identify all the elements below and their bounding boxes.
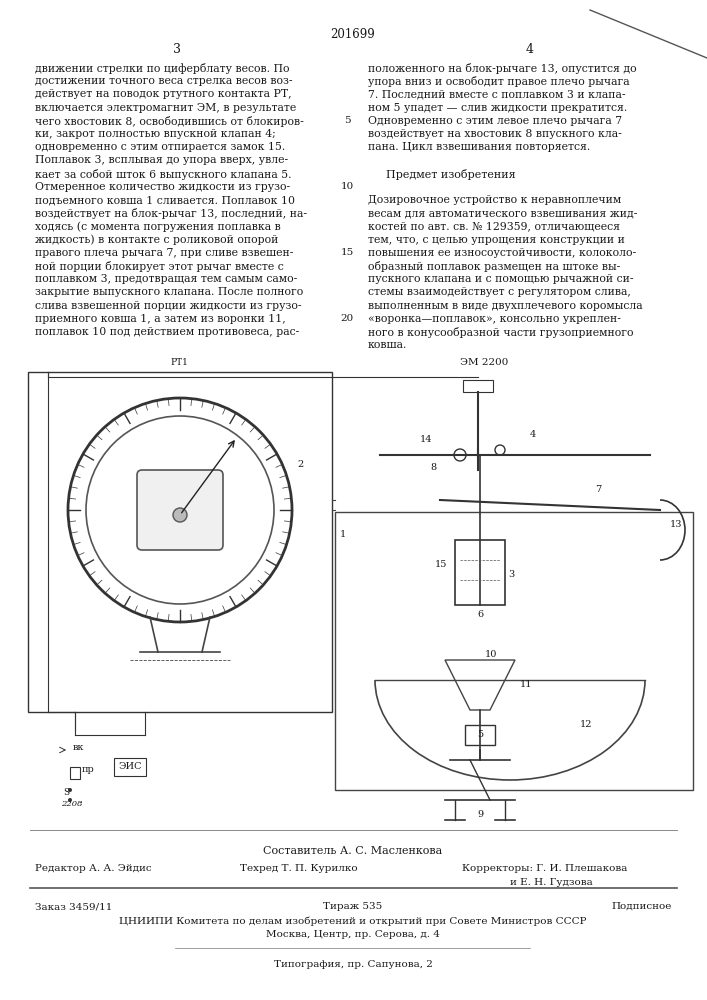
Text: действует на поводок ртутного контакта РТ,: действует на поводок ртутного контакта Р… bbox=[35, 89, 291, 99]
Circle shape bbox=[68, 798, 72, 802]
Circle shape bbox=[173, 508, 187, 522]
Text: 15: 15 bbox=[435, 560, 448, 569]
Text: 1: 1 bbox=[340, 530, 346, 539]
Text: ной порции блокирует этот рычаг вместе с: ной порции блокирует этот рычаг вместе с bbox=[35, 261, 284, 272]
Text: 8: 8 bbox=[430, 463, 436, 472]
Text: правого плеча рычага 7, при сливе взвешен-: правого плеча рычага 7, при сливе взвеше… bbox=[35, 248, 293, 258]
Text: ЭИС: ЭИС bbox=[118, 762, 141, 771]
Text: вк: вк bbox=[73, 743, 85, 752]
Circle shape bbox=[68, 788, 72, 792]
Text: 6: 6 bbox=[477, 610, 483, 619]
Text: РТ1: РТ1 bbox=[170, 358, 188, 367]
Text: 15: 15 bbox=[340, 248, 354, 257]
Text: 20: 20 bbox=[340, 314, 354, 323]
Bar bbox=[335, 512, 693, 790]
Text: 11: 11 bbox=[520, 680, 532, 689]
Text: ЦНИИПИ Комитета по делам изобретений и открытий при Совете Министров СССР: ЦНИИПИ Комитета по делам изобретений и о… bbox=[119, 916, 587, 926]
Text: 7: 7 bbox=[595, 485, 601, 494]
Text: Техред Т. П. Курилко: Техред Т. П. Курилко bbox=[240, 864, 358, 873]
Text: 3: 3 bbox=[173, 43, 181, 56]
Text: ковша.: ковша. bbox=[368, 340, 407, 350]
Bar bbox=[463, 380, 493, 392]
Text: образный поплавок размещен на штоке вы-: образный поплавок размещен на штоке вы- bbox=[368, 261, 620, 272]
Text: 13: 13 bbox=[670, 520, 682, 529]
Text: весам для автоматического взвешивания жид-: весам для автоматического взвешивания жи… bbox=[368, 208, 638, 218]
Text: Одновременно с этим левое плечо рычага 7: Одновременно с этим левое плечо рычага 7 bbox=[368, 116, 622, 126]
Text: слива взвешенной порции жидкости из грузо-: слива взвешенной порции жидкости из груз… bbox=[35, 301, 301, 311]
Text: 10: 10 bbox=[485, 650, 498, 659]
Text: повышения ее износоустойчивости, колоколо-: повышения ее износоустойчивости, колокол… bbox=[368, 248, 636, 258]
Text: ходясь (с момента погружения поплавка в: ходясь (с момента погружения поплавка в bbox=[35, 221, 281, 232]
Text: Предмет изобретения: Предмет изобретения bbox=[386, 169, 516, 180]
Text: 14: 14 bbox=[420, 435, 433, 444]
Text: 2208: 2208 bbox=[61, 800, 83, 808]
Text: поплавком 3, предотвращая тем самым само-: поплавком 3, предотвращая тем самым само… bbox=[35, 274, 297, 284]
FancyBboxPatch shape bbox=[137, 470, 223, 550]
Text: Тираж 535: Тираж 535 bbox=[323, 902, 382, 911]
Text: 5: 5 bbox=[477, 730, 483, 739]
Text: жидкость) в контакте с роликовой опорой: жидкость) в контакте с роликовой опорой bbox=[35, 235, 279, 245]
Text: воздействует на хвостовик 8 впускного кла-: воздействует на хвостовик 8 впускного кл… bbox=[368, 129, 621, 139]
Text: 12: 12 bbox=[580, 720, 592, 729]
Text: движении стрелки по циферблату весов. По: движении стрелки по циферблату весов. По bbox=[35, 63, 289, 74]
Text: чего хвостовик 8, освободившись от блокиров-: чего хвостовик 8, освободившись от блоки… bbox=[35, 116, 304, 127]
Text: пускного клапана и с помощью рычажной си-: пускного клапана и с помощью рычажной си… bbox=[368, 274, 633, 284]
Text: пр: пр bbox=[82, 765, 95, 774]
Text: 201699: 201699 bbox=[331, 28, 375, 41]
Text: 2: 2 bbox=[297, 460, 303, 469]
Bar bbox=[70, 767, 80, 779]
Text: ЭМ 2200: ЭМ 2200 bbox=[460, 358, 508, 367]
Bar bbox=[28, 372, 332, 712]
Text: выполненным в виде двухплечевого коромысла: выполненным в виде двухплечевого коромыс… bbox=[368, 301, 643, 311]
Text: кает за собой шток 6 выпускного клапана 5.: кает за собой шток 6 выпускного клапана … bbox=[35, 169, 291, 180]
Text: Отмеренное количество жидкости из грузо-: Отмеренное количество жидкости из грузо- bbox=[35, 182, 290, 192]
Text: 3: 3 bbox=[508, 570, 514, 579]
Text: Дозировочное устройство к неравноплечим: Дозировочное устройство к неравноплечим bbox=[368, 195, 621, 205]
Text: 9: 9 bbox=[477, 810, 483, 819]
Text: и Е. Н. Гудзова: и Е. Н. Гудзова bbox=[510, 878, 592, 887]
Text: Редактор А. А. Эйдис: Редактор А. А. Эйдис bbox=[35, 864, 151, 873]
Text: включается электромагнит ЭМ, в результате: включается электромагнит ЭМ, в результат… bbox=[35, 103, 296, 113]
Text: 4: 4 bbox=[526, 43, 534, 56]
Text: 4: 4 bbox=[530, 430, 536, 439]
Text: 7. Последний вместе с поплавком 3 и клапа-: 7. Последний вместе с поплавком 3 и клап… bbox=[368, 89, 626, 99]
Bar bbox=[465, 725, 495, 745]
Text: «воронка—поплавок», консольно укреплен-: «воронка—поплавок», консольно укреплен- bbox=[368, 314, 621, 324]
Text: S: S bbox=[63, 788, 69, 797]
Text: Москва, Центр, пр. Серова, д. 4: Москва, Центр, пр. Серова, д. 4 bbox=[266, 930, 440, 939]
Text: достижении точного веса стрелка весов воз-: достижении точного веса стрелка весов во… bbox=[35, 76, 293, 86]
Text: приемного ковша 1, а затем из воронки 11,: приемного ковша 1, а затем из воронки 11… bbox=[35, 314, 286, 324]
Text: Корректоры: Г. И. Плешакова: Корректоры: Г. И. Плешакова bbox=[462, 864, 627, 873]
Text: воздействует на блок-рычаг 13, последний, на-: воздействует на блок-рычаг 13, последний… bbox=[35, 208, 307, 219]
Text: подъемного ковша 1 сливается. Поплавок 10: подъемного ковша 1 сливается. Поплавок 1… bbox=[35, 195, 295, 205]
Text: упора вниз и освободит правое плечо рычага: упора вниз и освободит правое плечо рыча… bbox=[368, 76, 630, 87]
Text: Поплавок 3, всплывая до упора вверх, увле-: Поплавок 3, всплывая до упора вверх, увл… bbox=[35, 155, 288, 165]
Text: Подписное: Подписное bbox=[612, 902, 672, 911]
Text: 10: 10 bbox=[340, 182, 354, 191]
Text: ки, закрот полностью впускной клапан 4;: ки, закрот полностью впускной клапан 4; bbox=[35, 129, 276, 139]
Text: Заказ 3459/11: Заказ 3459/11 bbox=[35, 902, 112, 911]
Text: одновременно с этим отпирается замок 15.: одновременно с этим отпирается замок 15. bbox=[35, 142, 285, 152]
Text: костей по авт. св. № 129359, отличающееся: костей по авт. св. № 129359, отличающеес… bbox=[368, 221, 620, 231]
Text: пана. Цикл взвешивания повторяется.: пана. Цикл взвешивания повторяется. bbox=[368, 142, 590, 152]
Text: Составитель А. С. Масленкова: Составитель А. С. Масленкова bbox=[264, 846, 443, 856]
Text: закрытие выпускного клапана. После полного: закрытие выпускного клапана. После полно… bbox=[35, 287, 303, 297]
Bar bbox=[455, 540, 505, 605]
Text: тем, что, с целью упрощения конструкции и: тем, что, с целью упрощения конструкции … bbox=[368, 235, 625, 245]
Text: Типография, пр. Сапунова, 2: Типография, пр. Сапунова, 2 bbox=[274, 960, 433, 969]
Text: положенного на блок-рычаге 13, опустится до: положенного на блок-рычаге 13, опустится… bbox=[368, 63, 636, 74]
Text: 5: 5 bbox=[344, 116, 350, 125]
Text: поплавок 10 под действием противовеса, рас-: поплавок 10 под действием противовеса, р… bbox=[35, 327, 299, 337]
Text: ном 5 упадет — слив жидкости прекратится.: ном 5 упадет — слив жидкости прекратится… bbox=[368, 103, 627, 113]
Text: стемы взаимодействует с регулятором слива,: стемы взаимодействует с регулятором слив… bbox=[368, 287, 631, 297]
Text: ного в конусообразной части грузоприемного: ного в конусообразной части грузоприемно… bbox=[368, 327, 633, 338]
